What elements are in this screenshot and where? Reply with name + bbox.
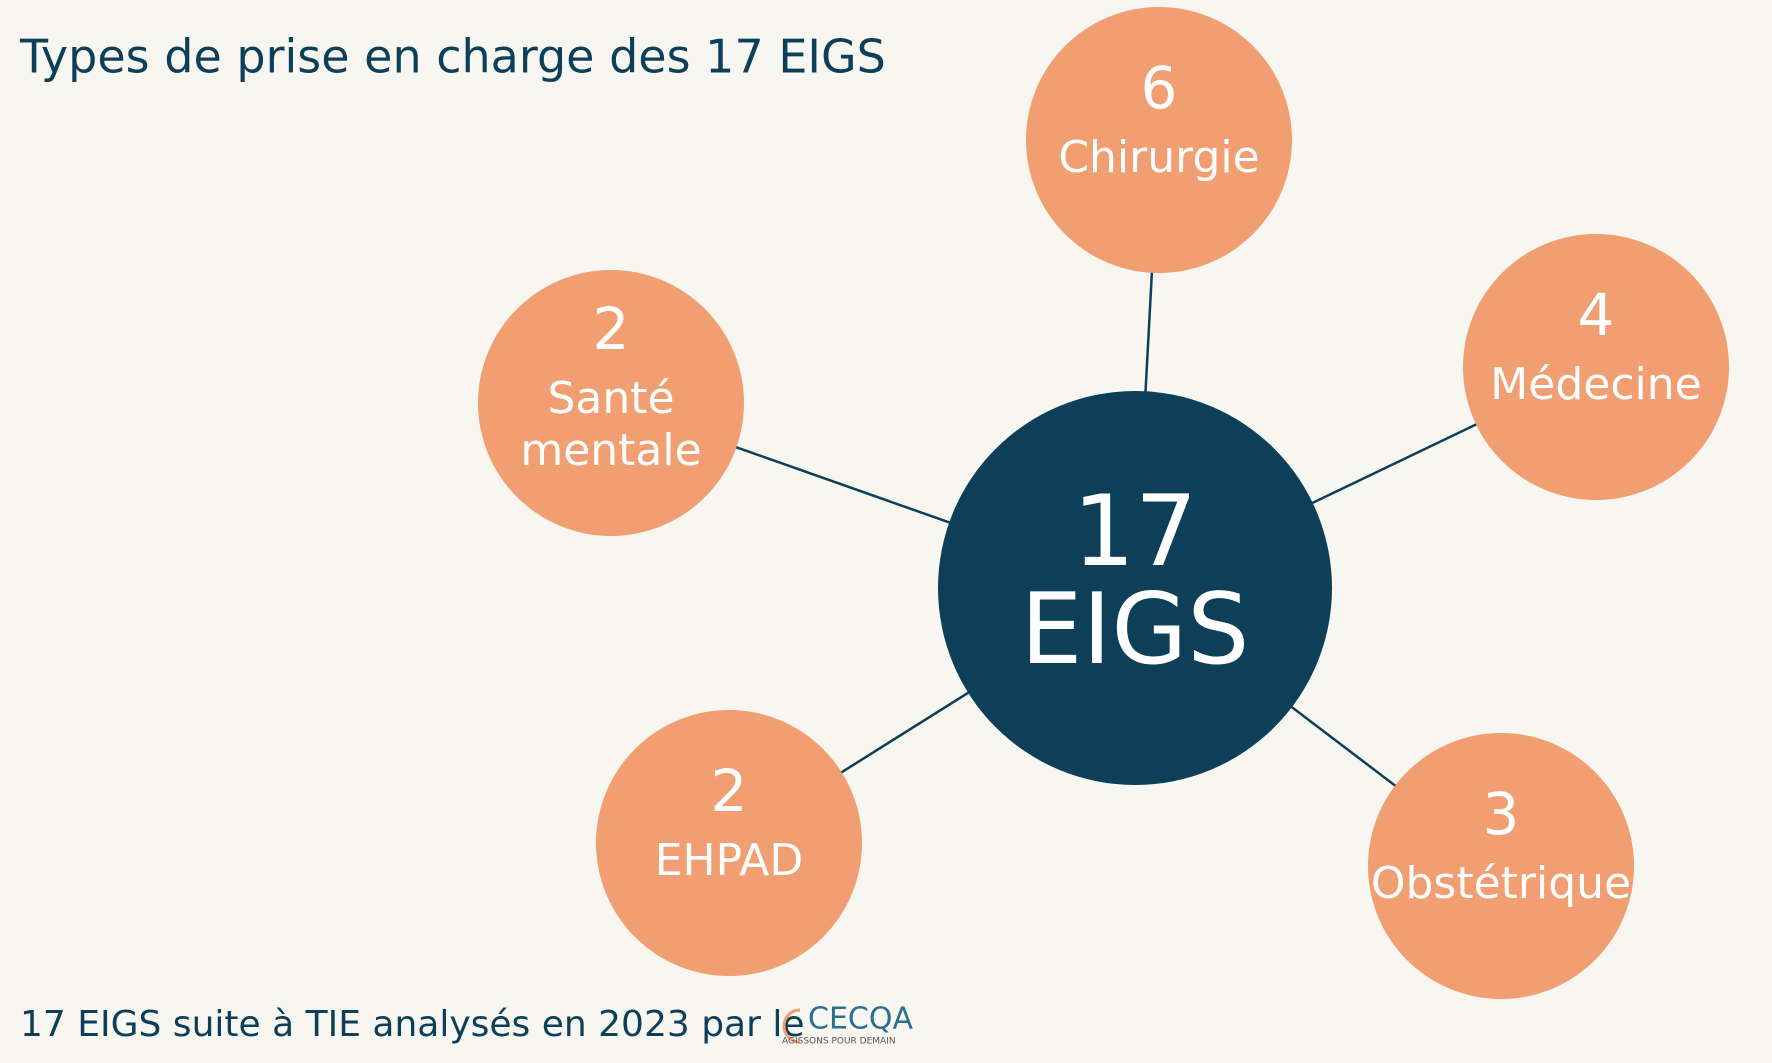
center-value: 17 [1073, 475, 1198, 589]
node: 2 EHPAD [596, 710, 862, 976]
node: 6 Chirurgie [1026, 7, 1292, 273]
node-value: 2 [593, 295, 630, 363]
node-circle [1368, 733, 1634, 999]
logo-tagline: AGISSONS POUR DEMAIN [782, 1037, 896, 1047]
node-value: 3 [1483, 780, 1520, 848]
node-circle [1463, 234, 1729, 500]
node-value: 6 [1141, 54, 1178, 122]
node-label: Médecine [1490, 359, 1701, 410]
node-label: Chirurgie [1058, 132, 1259, 183]
node-value: 2 [711, 757, 748, 825]
node-value: 4 [1578, 281, 1615, 349]
center-circle [938, 391, 1332, 785]
node-label: Obstétrique [1371, 858, 1631, 909]
node-circle [1026, 7, 1292, 273]
node-circle [478, 270, 744, 536]
nodes: 6 Chirurgie 4 Médecine 3 Obstétrique 2 EHPAD 2 Sa… [478, 7, 1729, 999]
footer-text: 17 EIGS suite à TIE analysés en 2023 par… [20, 1004, 805, 1045]
logo-text: CECQA [808, 1002, 913, 1037]
logo-mark [782, 1008, 801, 1044]
node-label: mentale [520, 425, 701, 476]
node: 4 Médecine [1463, 234, 1729, 500]
center-label: EIGS [1021, 573, 1250, 687]
node-label: Santé [547, 373, 674, 424]
node-label: EHPAD [655, 835, 804, 886]
title: Types de prise en charge des 17 EIGS [19, 30, 886, 84]
node-circle [596, 710, 862, 976]
node: 3 Obstétrique [1368, 733, 1634, 999]
